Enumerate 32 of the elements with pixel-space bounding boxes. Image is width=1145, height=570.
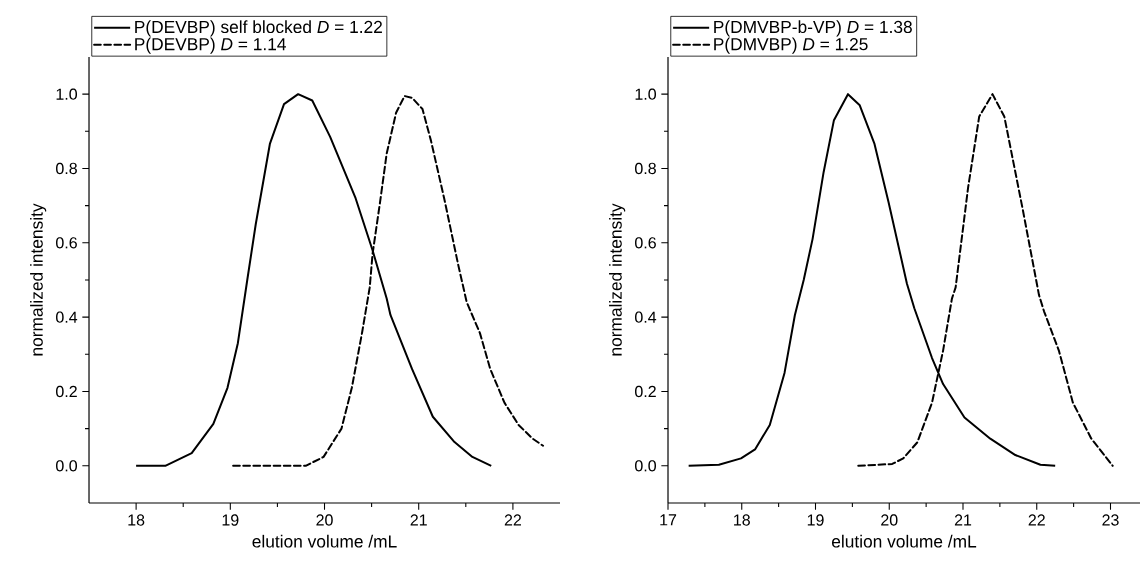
x-tick-label: 20 [316, 514, 333, 526]
x-axis-title: elution volume /mL [252, 534, 397, 548]
x-tick-label: 18 [128, 514, 145, 526]
x-tick-label: 22 [1028, 514, 1045, 526]
y-tick-label: 1.0 [56, 88, 78, 100]
y-tick-label: 0.0 [56, 460, 78, 472]
y-tick-label: 0.2 [56, 385, 77, 398]
y-tick-label: 0.4 [635, 311, 657, 323]
y-tick-label: 0.6 [56, 237, 77, 249]
y-tick-label: 0.0 [635, 460, 657, 472]
x-tick-label: 19 [807, 514, 824, 526]
y-tick-label: 1.0 [635, 88, 657, 100]
legend-label: P(DMVBP) D = 1.25 [714, 37, 868, 54]
x-tick-label: 22 [504, 514, 521, 526]
y-tick-label: 0.6 [635, 237, 656, 249]
x-tick-label: 23 [1102, 514, 1119, 526]
y-axis-title: normalized intensity [609, 203, 626, 356]
y-tick-label: 0.8 [56, 162, 77, 175]
x-tick-label: 17 [660, 514, 677, 526]
x-tick-label: 19 [222, 514, 239, 526]
y-axis-title: normalized intensity [30, 203, 47, 356]
y-tick-label: 0.8 [635, 162, 656, 175]
x-tick-label: 21 [410, 514, 427, 526]
x-tick-label: 18 [734, 514, 750, 526]
x-axis-title: elution volume /mL [831, 534, 977, 548]
x-tick-label: 20 [881, 514, 898, 526]
x-tick-label: 21 [954, 514, 972, 526]
legend-label: P(DMVBP-b-VP) D = 1.38 [714, 20, 912, 37]
legend-label: P(DEVBP) self blocked D = 1.22 [135, 20, 382, 37]
y-tick-label: 0.4 [56, 311, 78, 323]
legend-label: P(DEVBP) D = 1.14 [135, 37, 286, 54]
y-tick-label: 0.2 [635, 385, 656, 398]
